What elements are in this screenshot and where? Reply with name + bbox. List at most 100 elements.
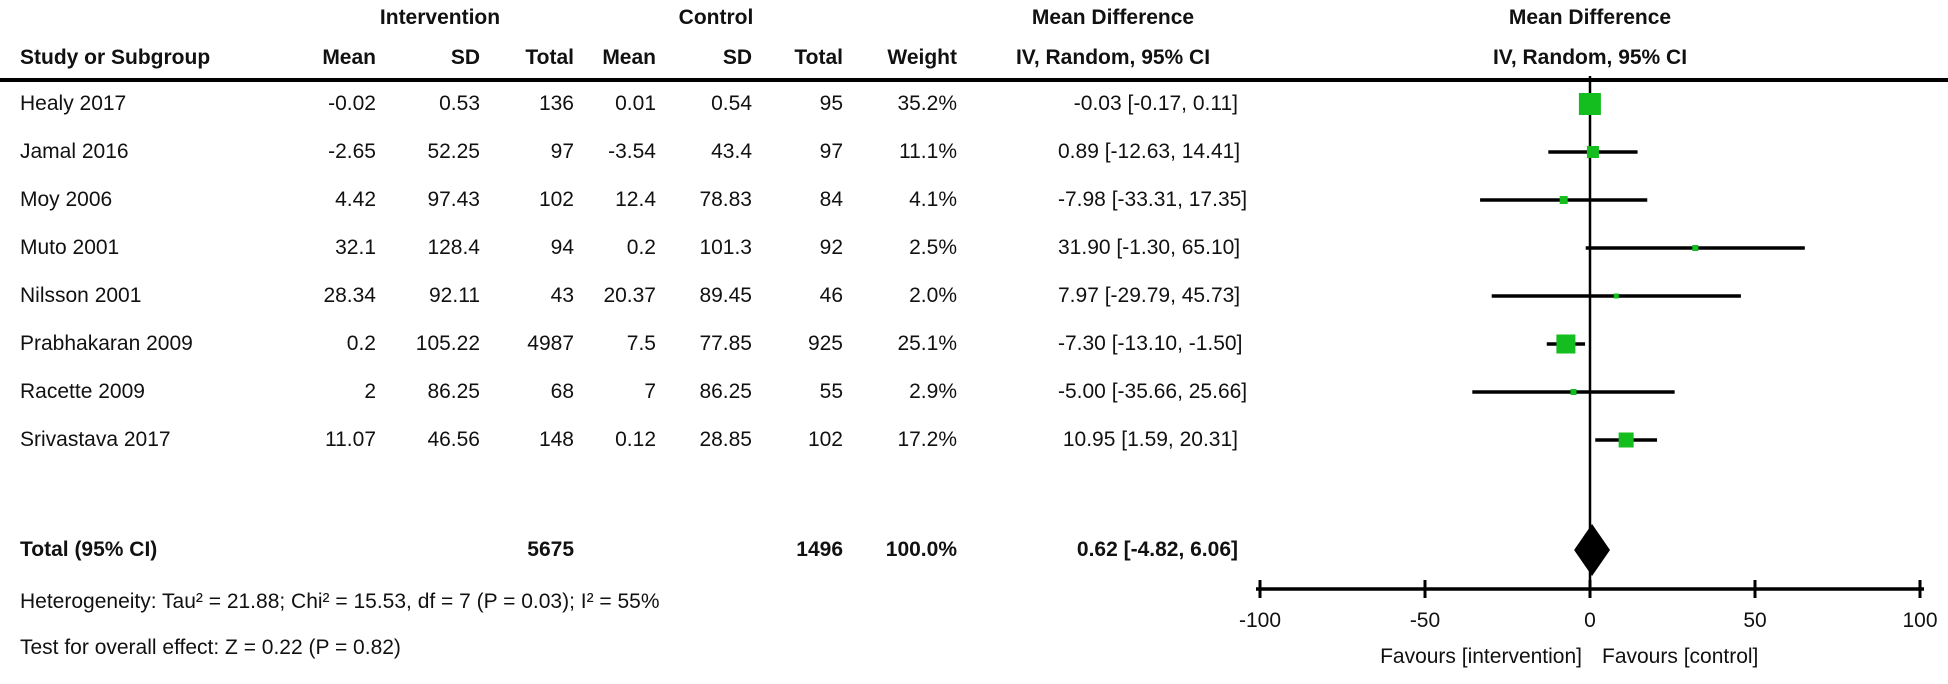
control-sd-cell: 0.54 [711, 92, 752, 115]
weight-cell: 11.1% [899, 140, 957, 163]
intervention-sd-cell: 52.25 [427, 140, 480, 163]
ci-estimate-cell: 10.95 [1.59, 20.31] [1062, 428, 1238, 451]
weight-cell: 2.9% [909, 380, 957, 403]
axis-tick-label: 0 [1584, 609, 1596, 632]
study-name: Muto 2001 [20, 236, 120, 259]
total-intervention-n: 5675 [527, 538, 574, 561]
col-header-ci-text: IV, Random, 95% CI [1015, 46, 1211, 69]
effect-square [1570, 389, 1577, 395]
control-mean-cell: 0.12 [615, 428, 656, 451]
control-sd-cell: 28.85 [699, 428, 752, 451]
group-header-mean-difference-text: Mean Difference [1031, 6, 1195, 29]
control-total-cell: 55 [819, 380, 843, 403]
ci-estimate-cell: -5.00 [-35.66, 25.66] [1058, 380, 1248, 403]
col-header-ctl-mean: Mean [602, 46, 656, 69]
intervention-total-cell: 148 [538, 428, 574, 451]
intervention-total-cell: 94 [550, 236, 574, 259]
control-sd-cell: 77.85 [699, 332, 752, 355]
ci-estimate-cell: 31.90 [-1.30, 65.10] [1058, 236, 1241, 259]
header-divider [0, 78, 1948, 82]
ci-estimate-cell: -0.03 [-0.17, 0.11] [1073, 92, 1238, 115]
effect-square [1618, 432, 1634, 448]
col-header-int-mean: Mean [322, 46, 376, 69]
group-header-control: Control [678, 6, 754, 29]
weight-cell: 2.0% [909, 284, 957, 307]
weight-cell: 17.2% [897, 428, 957, 451]
col-header-study: Study or Subgroup [20, 46, 211, 69]
heterogeneity-text: Heterogeneity: Tau² = 21.88; Chi² = 15.5… [20, 590, 660, 613]
intervention-total-cell: 68 [550, 380, 574, 403]
intervention-sd-cell: 128.4 [427, 236, 480, 259]
control-sd-cell: 43.4 [711, 140, 752, 163]
col-header-weight: Weight [887, 46, 957, 69]
effect-square [1556, 334, 1576, 354]
pooled-diamond [1574, 524, 1610, 576]
intervention-mean-cell: -2.65 [328, 140, 376, 163]
intervention-mean-cell: -0.02 [328, 92, 376, 115]
intervention-total-cell: 136 [538, 92, 574, 115]
total-control-n: 1496 [796, 538, 843, 561]
favours-left-label: Favours [intervention] [1380, 645, 1582, 668]
control-total-cell: 102 [807, 428, 843, 451]
intervention-mean-cell: 32.1 [335, 236, 376, 259]
weight-cell: 2.5% [909, 236, 957, 259]
axis-tick-label: -100 [1238, 609, 1282, 632]
intervention-sd-cell: 0.53 [439, 92, 480, 115]
axis-tick-label: -50 [1409, 609, 1441, 632]
favours-right-label: Favours [control] [1602, 645, 1759, 668]
control-total-cell: 95 [819, 92, 843, 115]
control-total-cell: 46 [819, 284, 843, 307]
control-mean-cell: 20.37 [603, 284, 656, 307]
study-name: Moy 2006 [20, 188, 113, 211]
intervention-total-cell: 43 [550, 284, 574, 307]
control-mean-cell: 0.01 [615, 92, 656, 115]
study-name: Nilsson 2001 [20, 284, 142, 307]
intervention-sd-cell: 46.56 [427, 428, 480, 451]
intervention-mean-cell: 0.2 [346, 332, 376, 355]
intervention-sd-cell: 97.43 [427, 188, 480, 211]
total-ci-estimate: 0.62 [-4.82, 6.06] [1076, 538, 1238, 561]
control-total-cell: 97 [819, 140, 843, 163]
group-header-intervention: Intervention [379, 6, 501, 29]
intervention-mean-cell: 28.34 [323, 284, 376, 307]
study-name: Healy 2017 [20, 92, 127, 115]
control-mean-cell: -3.54 [608, 140, 656, 163]
control-sd-cell: 86.25 [699, 380, 752, 403]
intervention-sd-cell: 86.25 [427, 380, 480, 403]
total-row-label: Total (95% CI) [20, 538, 158, 561]
ci-estimate-cell: -7.98 [-33.31, 17.35] [1058, 188, 1248, 211]
control-mean-cell: 0.2 [626, 236, 656, 259]
col-header-ci-plot: IV, Random, 95% CI [1492, 46, 1688, 69]
ci-estimate-cell: -7.30 [-13.10, -1.50] [1058, 332, 1243, 355]
intervention-mean-cell: 2 [364, 380, 376, 403]
effect-square [1613, 293, 1619, 299]
control-total-cell: 925 [807, 332, 843, 355]
intervention-total-cell: 97 [550, 140, 574, 163]
control-mean-cell: 7 [644, 380, 656, 403]
col-header-int-sd: SD [450, 46, 480, 69]
control-sd-cell: 78.83 [699, 188, 752, 211]
effect-square [1586, 146, 1599, 158]
control-sd-cell: 89.45 [699, 284, 752, 307]
ci-estimate-cell: 7.97 [-29.79, 45.73] [1058, 284, 1241, 307]
effect-square [1559, 196, 1568, 204]
total-weight-cell: 100.0% [885, 538, 957, 561]
weight-cell: 4.1% [909, 188, 957, 211]
overall-effect-text: Test for overall effect: Z = 0.22 (P = 0… [20, 636, 401, 659]
weight-cell: 35.2% [897, 92, 957, 115]
control-mean-cell: 7.5 [626, 332, 656, 355]
study-name: Racette 2009 [20, 380, 145, 403]
effect-square [1578, 93, 1601, 115]
intervention-sd-cell: 105.22 [415, 332, 480, 355]
intervention-total-cell: 4987 [527, 332, 574, 355]
control-total-cell: 84 [819, 188, 843, 211]
control-total-cell: 92 [819, 236, 843, 259]
ci-estimate-cell: 0.89 [-12.63, 14.41] [1058, 140, 1241, 163]
col-header-int-total: Total [525, 46, 574, 69]
axis-tick-label: 50 [1743, 609, 1767, 632]
study-name: Jamal 2016 [20, 140, 129, 163]
intervention-total-cell: 102 [538, 188, 574, 211]
axis-tick-label: 100 [1902, 609, 1938, 632]
intervention-sd-cell: 92.11 [429, 284, 480, 307]
